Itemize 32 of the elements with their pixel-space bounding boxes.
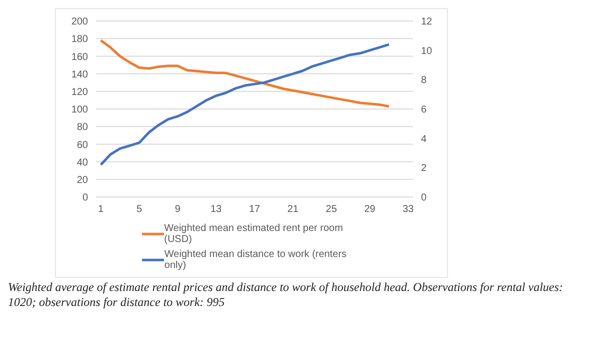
y-tick-label: 20 xyxy=(76,174,88,186)
text: Weighted average of estimate rental prices and distance to work of household head. Observations for rental values: 1020; observations for distance to work: 995 xyxy=(8,280,564,310)
x-tick-label: 29 xyxy=(364,204,376,216)
x-tick-label: 13 xyxy=(210,204,222,216)
y-tick-label: 160 xyxy=(71,52,88,63)
x-tick-label: 25 xyxy=(326,204,338,216)
line-series xyxy=(100,39,390,108)
x-tick-label: 21 xyxy=(287,204,299,216)
line-series xyxy=(100,43,390,166)
y-tick-label: 120 xyxy=(71,86,88,98)
y-tick-label: 0 xyxy=(82,192,88,204)
legend-label: Weighted mean estimated rent per room (USD) xyxy=(164,223,344,245)
y-tick-label: 100 xyxy=(71,104,88,116)
y-tick-label: 60 xyxy=(76,140,88,151)
y-tick-label: 40 xyxy=(76,157,88,168)
x-tick-label: 1 xyxy=(98,204,104,216)
y-tick-label: 140 xyxy=(71,69,88,80)
x-tick-label: 5 xyxy=(136,204,142,216)
y2-tick-label: 12 xyxy=(421,16,433,28)
y2-tick-label: 6 xyxy=(421,104,427,116)
x-tick-label: 33 xyxy=(402,204,414,216)
y2-tick-label: 4 xyxy=(421,134,427,145)
x-tick-label: 9 xyxy=(174,204,181,216)
y2-tick-label: 2 xyxy=(421,163,427,174)
y2-tick-label: 10 xyxy=(421,46,433,57)
legend-label: Weighted mean distance to work (renters only) xyxy=(164,249,348,271)
y-tick-label: 180 xyxy=(71,34,88,46)
y2-tick-label: 0 xyxy=(421,192,427,204)
y-tick-label: 80 xyxy=(76,122,88,134)
x-tick-label: 17 xyxy=(248,204,260,216)
y2-tick-label: 8 xyxy=(421,75,427,86)
y-tick-label: 200 xyxy=(71,16,88,28)
